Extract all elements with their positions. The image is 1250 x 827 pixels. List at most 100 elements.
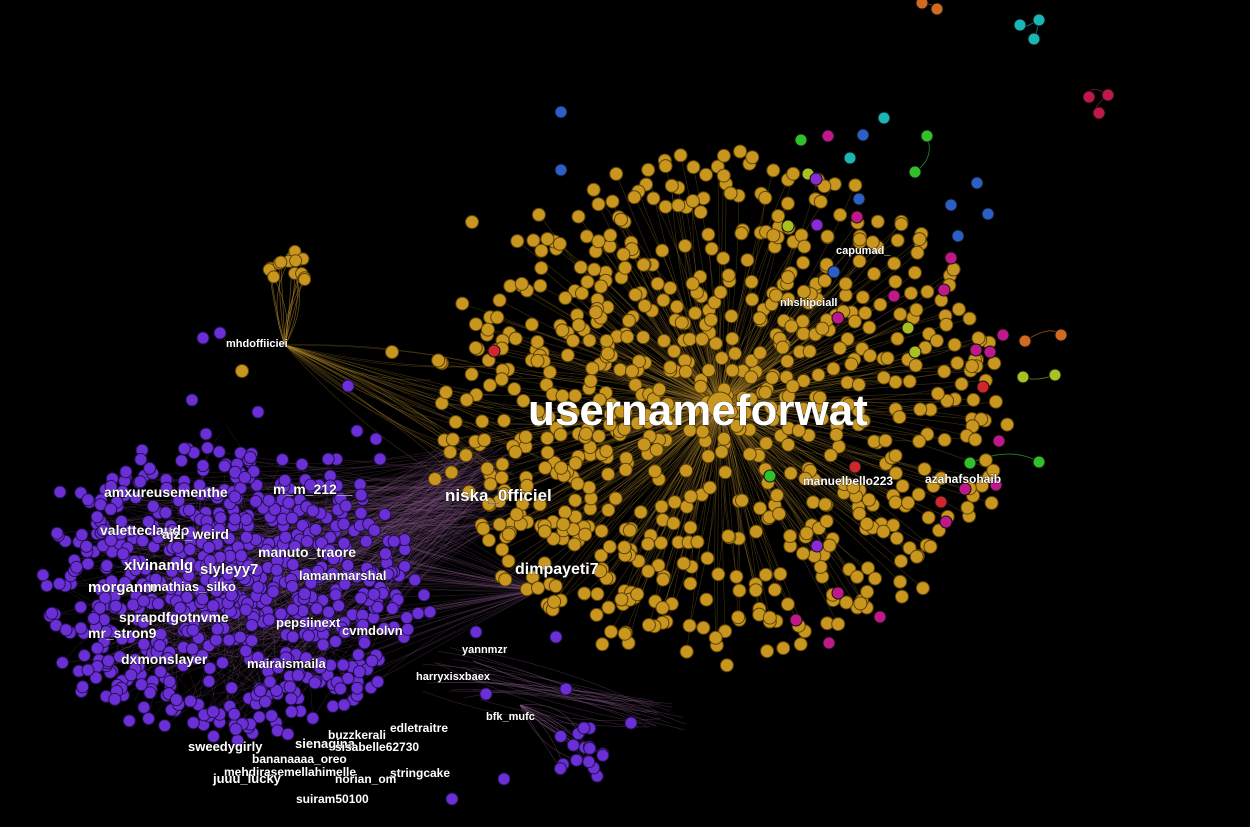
graph-node[interactable]: [848, 460, 862, 474]
graph-node[interactable]: [786, 166, 801, 181]
label-juuu_lucky[interactable]: juuu_lucky: [212, 771, 282, 787]
label-mairaismaila[interactable]: mairaismaila: [247, 656, 327, 672]
graph-node[interactable]: [321, 452, 335, 466]
graph-node[interactable]: [243, 451, 257, 464]
graph-node[interactable]: [334, 682, 347, 696]
graph-node[interactable]: [207, 729, 220, 743]
graph-node[interactable]: [944, 198, 958, 212]
graph-node[interactable]: [971, 331, 986, 346]
graph-node[interactable]: [745, 292, 760, 307]
graph-node[interactable]: [428, 472, 442, 486]
graph-node[interactable]: [981, 207, 995, 221]
graph-node[interactable]: [912, 434, 927, 449]
graph-node[interactable]: [663, 281, 678, 295]
graph-node[interactable]: [154, 665, 167, 679]
graph-node[interactable]: [888, 274, 903, 289]
graph-node[interactable]: [876, 524, 891, 539]
graph-node[interactable]: [716, 251, 731, 266]
graph-node[interactable]: [734, 226, 749, 241]
graph-node[interactable]: [939, 515, 953, 529]
graph-node[interactable]: [658, 159, 673, 174]
graph-node[interactable]: [158, 719, 172, 733]
graph-node[interactable]: [758, 567, 773, 582]
graph-node[interactable]: [813, 390, 827, 405]
graph-node[interactable]: [657, 333, 671, 348]
graph-node[interactable]: [641, 564, 656, 579]
graph-node[interactable]: [52, 577, 66, 591]
graph-node[interactable]: [469, 625, 483, 639]
graph-node[interactable]: [809, 172, 823, 186]
graph-node[interactable]: [893, 574, 908, 589]
label-buzzkerali[interactable]: buzzkerali: [328, 728, 387, 743]
graph-node[interactable]: [183, 543, 197, 556]
graph-node[interactable]: [329, 588, 343, 602]
graph-node[interactable]: [332, 599, 346, 613]
graph-node[interactable]: [367, 523, 381, 537]
graph-node[interactable]: [577, 586, 592, 601]
graph-node[interactable]: [744, 353, 759, 368]
graph-node[interactable]: [269, 684, 283, 697]
graph-node[interactable]: [733, 144, 748, 159]
graph-node[interactable]: [701, 449, 716, 464]
graph-node[interactable]: [339, 499, 353, 513]
graph-node[interactable]: [785, 379, 800, 394]
graph-node[interactable]: [796, 284, 811, 299]
graph-node[interactable]: [601, 503, 616, 517]
graph-node[interactable]: [308, 676, 322, 690]
graph-node[interactable]: [510, 234, 525, 249]
graph-node[interactable]: [795, 314, 810, 329]
graph-node[interactable]: [614, 404, 628, 419]
graph-node[interactable]: [618, 260, 633, 275]
graph-node[interactable]: [537, 524, 552, 539]
graph-node[interactable]: [247, 465, 261, 478]
graph-node[interactable]: [673, 148, 688, 163]
graph-node[interactable]: [600, 346, 615, 361]
graph-node[interactable]: [892, 410, 907, 425]
graph-node[interactable]: [887, 256, 902, 271]
graph-node[interactable]: [888, 375, 903, 389]
graph-node[interactable]: [338, 625, 352, 639]
graph-node[interactable]: [199, 610, 212, 623]
graph-node[interactable]: [819, 514, 834, 529]
graph-node[interactable]: [923, 539, 938, 554]
graph-node[interactable]: [304, 478, 318, 492]
graph-node[interactable]: [889, 531, 904, 546]
graph-node[interactable]: [534, 243, 549, 258]
graph-node[interactable]: [594, 524, 609, 538]
graph-node[interactable]: [909, 302, 924, 317]
graph-node[interactable]: [515, 496, 530, 511]
graph-node[interactable]: [104, 533, 118, 547]
graph-node[interactable]: [151, 597, 165, 611]
graph-node[interactable]: [295, 457, 309, 471]
graph-node[interactable]: [831, 617, 846, 632]
graph-node[interactable]: [708, 336, 723, 351]
graph-node[interactable]: [173, 601, 187, 615]
graph-node[interactable]: [877, 111, 891, 125]
graph-node[interactable]: [810, 539, 824, 553]
graph-node[interactable]: [210, 622, 224, 636]
graph-node[interactable]: [765, 370, 780, 385]
label-sprapdfgotnvme[interactable]: sprapdfgotnvme: [119, 609, 229, 626]
graph-node[interactable]: [568, 456, 583, 471]
graph-node[interactable]: [183, 525, 197, 539]
graph-node[interactable]: [718, 465, 733, 480]
graph-node[interactable]: [683, 576, 698, 591]
graph-node[interactable]: [266, 585, 280, 599]
graph-node[interactable]: [862, 320, 877, 335]
graph-node[interactable]: [740, 253, 755, 268]
graph-node[interactable]: [827, 265, 841, 279]
graph-node[interactable]: [789, 613, 803, 627]
graph-node[interactable]: [753, 501, 767, 516]
graph-node[interactable]: [113, 650, 127, 664]
graph-node[interactable]: [865, 235, 880, 250]
graph-node[interactable]: [238, 471, 252, 484]
graph-node[interactable]: [553, 427, 568, 442]
graph-node[interactable]: [578, 527, 593, 542]
graph-node[interactable]: [579, 426, 593, 441]
graph-node[interactable]: [134, 453, 148, 466]
graph-node[interactable]: [385, 345, 399, 359]
graph-node[interactable]: [371, 675, 385, 689]
graph-node[interactable]: [1027, 32, 1041, 46]
graph-node[interactable]: [141, 580, 154, 594]
graph-node[interactable]: [888, 495, 903, 510]
